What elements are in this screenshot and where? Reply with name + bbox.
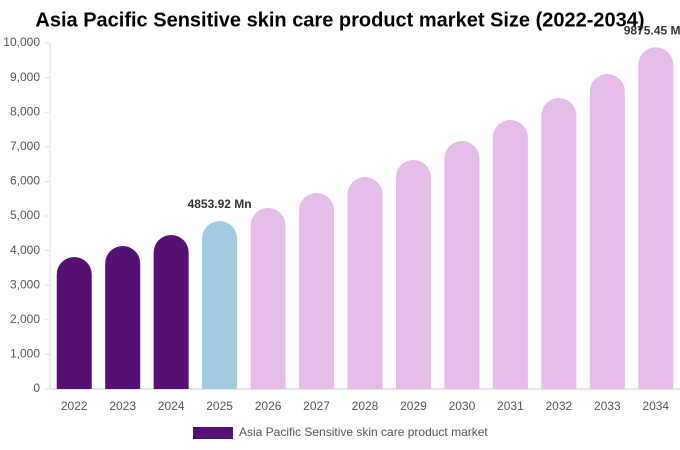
bar <box>250 208 286 389</box>
x-tick-label: 2033 <box>594 399 621 413</box>
x-tick-label: 2024 <box>158 399 185 413</box>
y-tick-label: 10,000 <box>3 35 40 49</box>
value-label: 4853.92 Mn <box>188 197 252 211</box>
y-tick-label: 1,000 <box>10 347 40 361</box>
y-tick-label: 9,000 <box>10 70 40 84</box>
x-tick-label: 2029 <box>400 399 427 413</box>
bar <box>638 47 674 389</box>
bar <box>444 140 480 389</box>
legend-label: Asia Pacific Sensitive skin care product… <box>239 425 488 439</box>
bar <box>202 221 238 389</box>
x-tick-label: 2027 <box>303 399 330 413</box>
x-tick-label: 2034 <box>642 399 669 413</box>
bar <box>153 235 189 389</box>
x-tick-label: 2026 <box>255 399 282 413</box>
bar <box>105 245 141 389</box>
y-tick-label: 0 <box>33 381 40 395</box>
chart-title: Asia Pacific Sensitive skin care product… <box>35 9 644 31</box>
x-tick-label: 2022 <box>61 399 88 413</box>
legend-swatch <box>193 427 233 439</box>
bar <box>589 74 625 390</box>
bar <box>541 98 577 389</box>
bar <box>347 177 383 389</box>
y-tick-label: 2,000 <box>10 312 40 326</box>
bar <box>395 160 431 389</box>
y-tick-label: 8,000 <box>10 104 40 118</box>
x-tick-label: 2031 <box>497 399 524 413</box>
x-tick-label: 2030 <box>449 399 476 413</box>
bar <box>299 192 335 389</box>
value-label: 9875.45 Mn <box>624 23 680 37</box>
x-tick-label: 2023 <box>109 399 136 413</box>
y-tick-label: 7,000 <box>10 139 40 153</box>
x-tick-label: 2025 <box>206 399 233 413</box>
y-tick-label: 6,000 <box>10 174 40 188</box>
y-tick-label: 4,000 <box>10 243 40 257</box>
y-tick-label: 3,000 <box>10 277 40 291</box>
x-tick-label: 2028 <box>352 399 379 413</box>
x-tick-label: 2032 <box>545 399 572 413</box>
bar <box>492 119 528 390</box>
y-tick-label: 5,000 <box>10 208 40 222</box>
bar <box>56 257 92 389</box>
